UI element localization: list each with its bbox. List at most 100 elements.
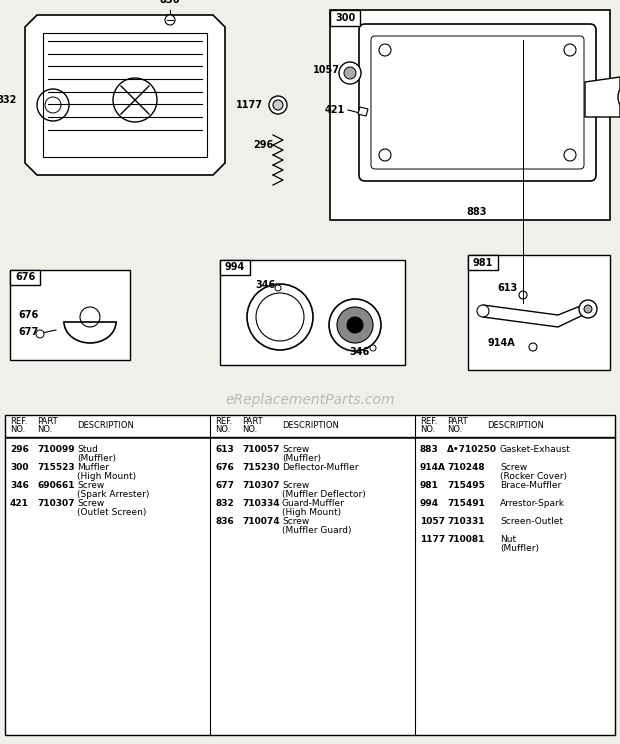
Text: (High Mount): (High Mount)	[77, 472, 136, 481]
Text: NO.: NO.	[37, 426, 52, 434]
Text: 421: 421	[325, 105, 345, 115]
Circle shape	[344, 67, 356, 79]
Text: 832: 832	[215, 499, 234, 508]
Text: 1177: 1177	[420, 535, 445, 544]
Circle shape	[579, 300, 597, 318]
Text: 710248: 710248	[447, 463, 485, 472]
Text: 613: 613	[215, 445, 234, 454]
Text: 676: 676	[215, 463, 234, 472]
Circle shape	[529, 343, 537, 351]
Text: PART: PART	[242, 417, 263, 426]
Text: 883: 883	[467, 207, 487, 217]
Text: Nut: Nut	[500, 535, 516, 544]
Text: PART: PART	[447, 417, 467, 426]
Bar	[468, 255, 498, 270]
Text: (Rocker Cover): (Rocker Cover)	[500, 472, 567, 481]
Text: Screw: Screw	[282, 481, 309, 490]
Bar	[10, 270, 40, 285]
Text: eReplacementParts.com: eReplacementParts.com	[225, 393, 395, 407]
Text: NO.: NO.	[215, 426, 230, 434]
Text: DESCRIPTION: DESCRIPTION	[77, 422, 134, 431]
Bar	[220, 260, 250, 275]
Text: 1057: 1057	[313, 65, 340, 75]
Text: DESCRIPTION: DESCRIPTION	[282, 422, 339, 431]
Text: 710331: 710331	[447, 517, 484, 526]
Text: Brace-Muffler: Brace-Muffler	[500, 481, 561, 490]
Circle shape	[477, 305, 489, 317]
Circle shape	[329, 299, 381, 351]
Text: Deflector-Muffler: Deflector-Muffler	[282, 463, 358, 472]
Text: Screw: Screw	[282, 517, 309, 526]
Text: (Muffler Deflector): (Muffler Deflector)	[282, 490, 366, 499]
Text: 710057: 710057	[242, 445, 280, 454]
Text: 715230: 715230	[242, 463, 280, 472]
Text: 300: 300	[335, 13, 355, 23]
Circle shape	[273, 100, 283, 110]
Text: (Outlet Screen): (Outlet Screen)	[77, 508, 146, 517]
Circle shape	[269, 96, 287, 114]
Text: 836: 836	[215, 517, 234, 526]
Text: Gasket-Exhaust: Gasket-Exhaust	[500, 445, 571, 454]
Text: NO.: NO.	[447, 426, 463, 434]
Text: Screw: Screw	[77, 499, 104, 508]
Bar	[43, 33, 207, 157]
Text: (Spark Arrester): (Spark Arrester)	[77, 490, 149, 499]
Text: 346: 346	[255, 280, 275, 290]
Text: 710307: 710307	[37, 499, 74, 508]
Text: 1177: 1177	[236, 100, 263, 110]
Bar	[220, 260, 405, 365]
Bar	[330, 10, 610, 220]
Text: Stud: Stud	[77, 445, 98, 454]
Circle shape	[247, 284, 313, 350]
Text: Screw: Screw	[282, 445, 309, 454]
Text: 710334: 710334	[242, 499, 280, 508]
Text: REF.: REF.	[10, 417, 27, 426]
Circle shape	[584, 305, 592, 313]
Text: 981: 981	[473, 257, 493, 268]
Circle shape	[256, 293, 304, 341]
Text: (Muffler): (Muffler)	[500, 544, 539, 553]
Polygon shape	[483, 303, 588, 327]
Text: NO.: NO.	[242, 426, 257, 434]
Text: 832: 832	[0, 95, 17, 105]
Text: 715523: 715523	[37, 463, 74, 472]
Text: 710307: 710307	[242, 481, 280, 490]
Circle shape	[519, 291, 527, 299]
Text: Screw: Screw	[77, 481, 104, 490]
Text: 296: 296	[10, 445, 29, 454]
Polygon shape	[358, 107, 368, 116]
Text: Screen-Outlet: Screen-Outlet	[500, 517, 563, 526]
Text: 715491: 715491	[447, 499, 485, 508]
Text: (Muffler Guard): (Muffler Guard)	[282, 526, 352, 535]
Text: Muffler: Muffler	[77, 463, 109, 472]
Text: 676: 676	[18, 310, 38, 320]
Text: 421: 421	[10, 499, 29, 508]
Circle shape	[165, 15, 175, 25]
Ellipse shape	[618, 86, 620, 108]
Text: NO.: NO.	[420, 426, 435, 434]
Polygon shape	[25, 15, 225, 175]
Text: 710074: 710074	[242, 517, 280, 526]
Text: 346: 346	[350, 347, 370, 357]
FancyBboxPatch shape	[359, 24, 596, 181]
Text: 677: 677	[18, 327, 38, 337]
Text: 883: 883	[420, 445, 439, 454]
Text: 1057: 1057	[420, 517, 445, 526]
Text: 710081: 710081	[447, 535, 484, 544]
Text: REF.: REF.	[215, 417, 232, 426]
Circle shape	[337, 307, 373, 343]
Circle shape	[370, 345, 376, 351]
Text: REF.: REF.	[420, 417, 437, 426]
Text: 836: 836	[160, 0, 180, 5]
Text: (Muffler): (Muffler)	[282, 454, 321, 463]
Text: 676: 676	[15, 272, 35, 283]
Text: 300: 300	[10, 463, 29, 472]
Circle shape	[347, 317, 363, 333]
Text: DESCRIPTION: DESCRIPTION	[487, 422, 544, 431]
Text: 994: 994	[225, 263, 245, 272]
Text: 296: 296	[253, 140, 273, 150]
Text: (Muffler): (Muffler)	[77, 454, 116, 463]
Text: Δ•710250: Δ•710250	[447, 445, 497, 454]
Bar	[468, 255, 610, 370]
Text: 981: 981	[420, 481, 439, 490]
